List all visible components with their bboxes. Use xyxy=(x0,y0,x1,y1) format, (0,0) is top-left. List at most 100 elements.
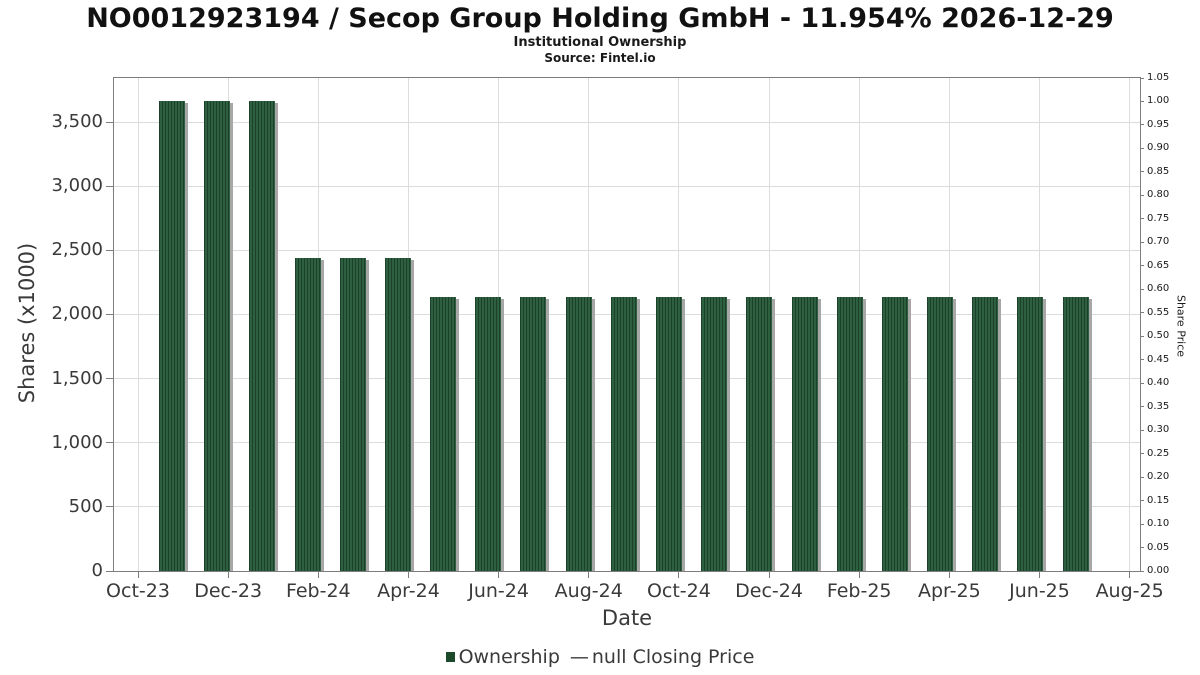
x-tick-label: Feb-24 xyxy=(285,580,351,602)
y-axis-label-left: Shares (x1000) xyxy=(15,242,39,404)
y-tick-label: 3,000 xyxy=(51,175,103,197)
x-tick-label: Feb-25 xyxy=(826,580,892,602)
y2-tick-label: 0.70 xyxy=(1147,236,1170,248)
y-tick-mark xyxy=(106,249,113,251)
x-tick-label: Dec-24 xyxy=(735,580,803,602)
y2-tick-label: 0.25 xyxy=(1147,447,1170,459)
ownership-bar xyxy=(881,296,908,571)
y-tick-mark xyxy=(106,185,113,187)
y2-tick-mark xyxy=(1140,476,1144,478)
y-tick-label: 1,000 xyxy=(51,431,103,453)
ownership-bar xyxy=(1017,296,1044,571)
y2-tick-mark xyxy=(1140,77,1144,79)
y-tick-label: 500 xyxy=(68,495,103,517)
ownership-bar xyxy=(746,296,773,571)
ownership-bar xyxy=(565,296,592,571)
ownership-bar xyxy=(791,296,818,571)
gridline-horizontal xyxy=(113,185,1140,187)
ownership-bar xyxy=(159,101,185,571)
chart-title: NO0012923194 / Secop Group Holding GmbH … xyxy=(86,3,1114,34)
x-tick-label: Oct-23 xyxy=(106,580,170,602)
x-tick-mark xyxy=(948,572,950,578)
ownership-bar xyxy=(1062,296,1089,571)
y2-tick-mark xyxy=(1140,171,1144,173)
y2-tick-mark xyxy=(1140,218,1144,220)
y-tick-mark xyxy=(106,378,113,380)
y-tick-label: 3,500 xyxy=(51,111,103,132)
gridline-vertical xyxy=(137,77,139,571)
y-axis-label-right: Share Price xyxy=(1174,294,1188,358)
y2-tick-mark xyxy=(1140,124,1144,126)
y2-tick-mark xyxy=(1140,453,1144,455)
x-tick-mark xyxy=(227,572,229,578)
y2-tick-label: 0.65 xyxy=(1147,259,1170,271)
y-tick-mark xyxy=(106,121,113,123)
y-tick-label: 1,500 xyxy=(51,367,103,389)
y2-tick-mark xyxy=(1140,500,1144,502)
chart-source: Source: Fintel.io xyxy=(544,51,656,65)
ownership-bar xyxy=(701,296,728,571)
y2-tick-label: 0.45 xyxy=(1147,353,1170,365)
x-tick-label: Aug-24 xyxy=(554,580,623,602)
y2-tick-mark xyxy=(1140,312,1144,314)
ownership-bar xyxy=(339,258,366,571)
x-tick-label: Dec-23 xyxy=(194,580,263,602)
y2-tick-mark xyxy=(1140,241,1144,243)
y2-tick-label: 0.80 xyxy=(1147,189,1170,201)
y2-tick-label: 0.75 xyxy=(1147,212,1170,224)
y2-tick-label: 0.55 xyxy=(1147,306,1170,318)
x-tick-mark xyxy=(768,572,770,578)
y2-tick-mark xyxy=(1140,100,1144,102)
y2-tick-label: 0.40 xyxy=(1147,377,1170,389)
y2-tick-label: 0.90 xyxy=(1147,142,1170,154)
ownership-bar xyxy=(927,296,954,571)
ownership-bar xyxy=(655,296,682,571)
y2-tick-label: 0.05 xyxy=(1147,541,1170,553)
y2-tick-label: 0.50 xyxy=(1147,330,1170,342)
y2-tick-label: 0.10 xyxy=(1147,518,1170,530)
x-tick-mark xyxy=(858,572,860,578)
ownership-bar xyxy=(972,296,999,571)
x-tick-mark xyxy=(407,572,409,578)
x-tick-mark xyxy=(137,572,139,578)
y2-tick-mark xyxy=(1140,523,1144,525)
y2-tick-label: 0.30 xyxy=(1147,424,1170,436)
y2-tick-mark xyxy=(1140,406,1144,408)
legend: Ownership — null Closing Price xyxy=(0,646,1200,668)
y2-tick-label: 0.15 xyxy=(1147,494,1170,506)
y2-tick-label: 0.85 xyxy=(1147,165,1170,177)
y2-tick-label: 0.95 xyxy=(1147,118,1170,130)
y2-tick-mark xyxy=(1140,265,1144,267)
x-tick-label: Jun-24 xyxy=(468,580,529,602)
x-tick-label: Aug-25 xyxy=(1095,580,1164,602)
y-tick-mark xyxy=(106,570,113,572)
ownership-bar xyxy=(430,296,457,571)
y-tick-mark xyxy=(106,313,113,315)
y2-tick-mark xyxy=(1140,288,1144,290)
y2-tick-mark xyxy=(1140,335,1144,337)
y-tick-label: 2,500 xyxy=(51,239,103,261)
x-tick-mark xyxy=(1039,572,1040,578)
x-tick-mark xyxy=(678,572,680,578)
y2-tick-mark xyxy=(1140,147,1144,149)
y2-tick-label: 1.05 xyxy=(1147,72,1170,83)
y2-tick-label: 0.35 xyxy=(1147,400,1170,412)
ownership-bar xyxy=(520,296,547,571)
y2-tick-mark xyxy=(1140,570,1144,572)
y2-tick-label: 0.20 xyxy=(1147,471,1170,483)
ownership-legend-label: Ownership xyxy=(458,646,560,668)
y2-tick-mark xyxy=(1140,359,1144,361)
chart-subtitle: Institutional Ownership xyxy=(513,35,687,50)
gridline-horizontal xyxy=(113,249,1140,251)
y2-tick-mark xyxy=(1140,547,1144,549)
ownership-bar xyxy=(204,101,231,571)
x-axis-label: Date xyxy=(601,606,653,630)
ownership-bar xyxy=(610,296,637,571)
y-tick-mark xyxy=(106,506,113,508)
gridline-horizontal xyxy=(113,121,1140,123)
y2-tick-label: 1.00 xyxy=(1147,95,1170,107)
x-tick-mark xyxy=(588,572,590,578)
ownership-legend-swatch-icon xyxy=(445,652,455,662)
ownership-bar xyxy=(384,258,411,571)
